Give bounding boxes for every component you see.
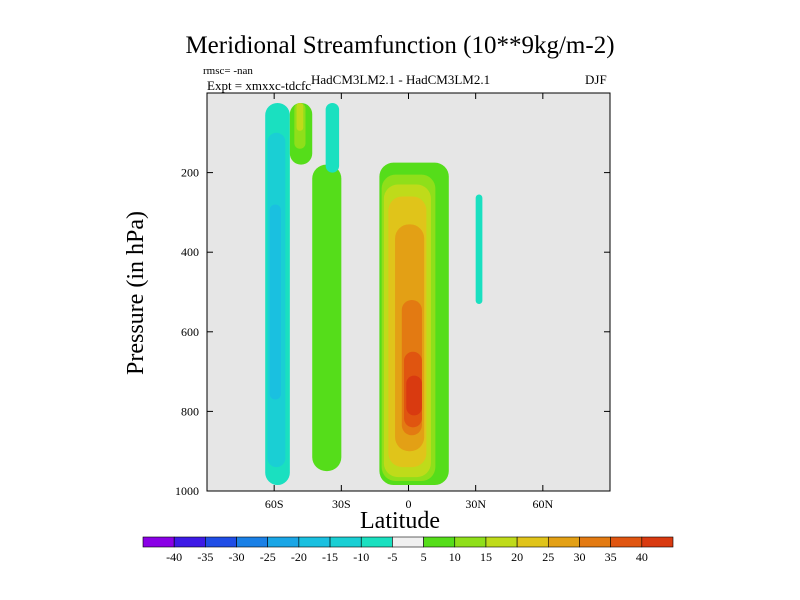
colorbar-label: 10 (449, 550, 461, 564)
colorbar-label: 30 (573, 550, 585, 564)
colorbar-label: -10 (353, 550, 369, 564)
colorbar-box (579, 536, 611, 548)
colorbar-box (267, 536, 300, 548)
y-tick-label: 600 (181, 325, 199, 339)
y-tick-label: 1000 (175, 484, 199, 498)
colorbar-box (392, 536, 424, 548)
season-label: DJF (585, 72, 607, 87)
colorbar-label: 5 (421, 550, 427, 564)
colorbar-label: -25 (260, 550, 276, 564)
x-tick-label: 30S (332, 497, 351, 511)
models-label: HadCM3LM2.1 - HadCM3LM2.1 (311, 72, 491, 87)
x-tick-label: 60N (532, 497, 553, 511)
colorbar-box (641, 536, 674, 548)
colorbar-box (236, 536, 269, 548)
colorbar-box (516, 536, 549, 548)
colorbar-box (298, 536, 331, 548)
colorbar-box (547, 536, 580, 548)
colorbar-label: -35 (197, 550, 213, 564)
colorbar-box (454, 536, 487, 548)
colorbar-label: -15 (322, 550, 338, 564)
colorbar-label: -40 (166, 550, 182, 564)
colorbar-label: 25 (542, 550, 554, 564)
colorbar-box (142, 536, 175, 548)
x-tick-label: 30N (465, 497, 486, 511)
colorbar-label: 35 (605, 550, 617, 564)
contour-hadley-cell-8 (406, 375, 422, 416)
colorbar-box (423, 536, 456, 548)
colorbar-label: -5 (387, 550, 397, 564)
y-axis-label: Pressure (in hPa) (123, 211, 149, 375)
expt-label: Expt = xmxxc-tdcfc (207, 78, 312, 93)
y-tick-label: 800 (181, 404, 199, 418)
colorbar-box (485, 536, 518, 548)
contour-upper-cell-c (296, 102, 304, 131)
chart-title: Meridional Streamfunction (10**9kg/m-2) (185, 32, 615, 59)
x-tick-label: 60S (265, 497, 284, 511)
colorbar-label: 20 (511, 550, 523, 564)
colorbar-label: 15 (480, 550, 492, 564)
contour-southern-band-c (269, 204, 281, 400)
colorbar-box (610, 536, 643, 548)
colorbar-box (173, 536, 206, 548)
y-tick-label: 400 (181, 245, 199, 259)
rmsc-label: rmsc= -nan (203, 65, 253, 77)
colorbar-label: -20 (291, 550, 307, 564)
contour-mid-band (312, 164, 342, 472)
colorbar-box (329, 536, 362, 548)
colorbar-label: -30 (229, 550, 245, 564)
colorbar-box (360, 536, 393, 548)
colorbar-label: 40 (636, 550, 648, 564)
x-tick-label: 0 (406, 497, 412, 511)
contour-northern-blob (475, 194, 483, 304)
y-tick-label: 200 (181, 166, 199, 180)
colorbar-box (205, 536, 237, 548)
x-axis-label: Latitude (360, 508, 440, 534)
contour-upper-blob (325, 102, 340, 173)
